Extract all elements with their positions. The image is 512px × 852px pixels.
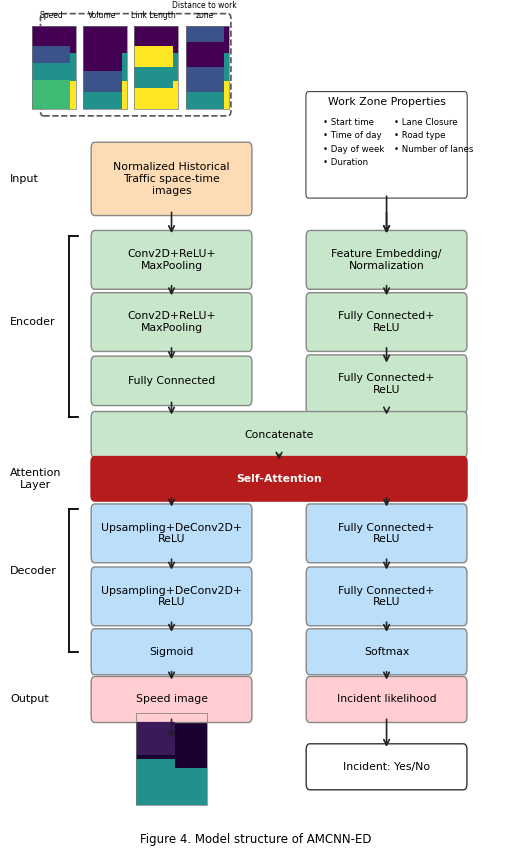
Text: Fully Connected+
ReLU: Fully Connected+ ReLU [338, 373, 435, 395]
Text: Incident: Yes/No: Incident: Yes/No [343, 762, 430, 772]
Bar [134, 26, 178, 109]
FancyBboxPatch shape [91, 457, 467, 501]
Text: Fully Connected+
ReLU: Fully Connected+ ReLU [338, 522, 435, 544]
Bar [186, 67, 224, 92]
FancyBboxPatch shape [91, 676, 252, 722]
Text: • Day of week: • Day of week [323, 145, 384, 154]
FancyBboxPatch shape [91, 412, 467, 458]
FancyBboxPatch shape [91, 292, 252, 351]
Bar [134, 67, 173, 89]
Bar [83, 26, 127, 109]
FancyBboxPatch shape [306, 567, 467, 625]
FancyBboxPatch shape [91, 629, 252, 675]
Text: Link Length: Link Length [131, 11, 176, 20]
Bar [134, 26, 173, 47]
Text: Feature Embedding/
Normalization: Feature Embedding/ Normalization [331, 249, 442, 271]
Bar [224, 26, 229, 54]
Bar [83, 72, 122, 92]
Text: Output: Output [10, 694, 49, 705]
Text: • Start time: • Start time [323, 118, 374, 127]
Text: • Lane Closure: • Lane Closure [394, 118, 458, 127]
Text: Encoder: Encoder [10, 317, 56, 327]
Bar [173, 81, 178, 109]
FancyBboxPatch shape [91, 142, 252, 216]
Text: Decoder: Decoder [10, 566, 57, 576]
FancyBboxPatch shape [306, 92, 467, 199]
Text: • Duration: • Duration [323, 158, 368, 168]
Bar [134, 89, 173, 109]
Bar [83, 26, 122, 47]
Text: Fully Connected+
ReLU: Fully Connected+ ReLU [338, 585, 435, 607]
Text: Conv2D+ReLU+
MaxPooling: Conv2D+ReLU+ MaxPooling [127, 249, 216, 271]
Bar [83, 92, 122, 109]
Bar [32, 80, 71, 109]
Text: Fully Connected: Fully Connected [128, 376, 215, 386]
Bar [71, 54, 76, 81]
FancyBboxPatch shape [306, 354, 467, 413]
Text: Input: Input [10, 174, 39, 184]
FancyBboxPatch shape [91, 504, 252, 563]
Bar [173, 26, 178, 54]
Bar [136, 713, 207, 769]
Bar [186, 26, 229, 109]
Bar [186, 43, 224, 67]
Text: Normalized Historical
Traffic space-time
images: Normalized Historical Traffic space-time… [113, 163, 230, 195]
Text: Upsampling+DeConv2D+
ReLU: Upsampling+DeConv2D+ ReLU [101, 522, 242, 544]
Bar [122, 26, 127, 54]
Text: Incident likelihood: Incident likelihood [337, 694, 436, 705]
FancyBboxPatch shape [91, 230, 252, 290]
Text: Sigmoid: Sigmoid [150, 647, 194, 657]
FancyBboxPatch shape [306, 292, 467, 351]
Bar [32, 47, 71, 63]
Text: Work Zone Properties: Work Zone Properties [328, 97, 445, 107]
Text: Speed image: Speed image [136, 694, 207, 705]
Text: Figure 4. Model structure of AMCNN-ED: Figure 4. Model structure of AMCNN-ED [140, 832, 372, 846]
Text: Attention
Layer: Attention Layer [10, 468, 62, 490]
FancyBboxPatch shape [306, 629, 467, 675]
Bar [134, 47, 173, 67]
Bar [224, 81, 229, 109]
Text: • Road type: • Road type [394, 131, 446, 141]
Text: Upsampling+DeConv2D+
ReLU: Upsampling+DeConv2D+ ReLU [101, 585, 242, 607]
Bar [122, 81, 127, 109]
FancyBboxPatch shape [91, 356, 252, 406]
Bar [136, 713, 207, 805]
Bar [173, 54, 178, 81]
Bar [136, 759, 175, 778]
Text: Conv2D+ReLU+
MaxPooling: Conv2D+ReLU+ MaxPooling [127, 311, 216, 333]
Text: • Time of day: • Time of day [323, 131, 381, 141]
FancyBboxPatch shape [40, 14, 231, 116]
Text: Concatenate: Concatenate [244, 429, 314, 440]
Text: Speed: Speed [39, 11, 63, 20]
Text: Volume: Volume [88, 11, 117, 20]
Text: • Number of lanes: • Number of lanes [394, 145, 474, 154]
Bar [224, 54, 229, 81]
Bar [122, 54, 127, 81]
Bar [136, 722, 175, 755]
FancyBboxPatch shape [306, 676, 467, 722]
FancyBboxPatch shape [306, 504, 467, 563]
FancyBboxPatch shape [91, 567, 252, 625]
Text: Softmax: Softmax [364, 647, 409, 657]
FancyBboxPatch shape [306, 230, 467, 290]
Bar [71, 81, 76, 109]
Bar [32, 63, 71, 80]
Bar [83, 47, 122, 72]
Text: Fully Connected+
ReLU: Fully Connected+ ReLU [338, 311, 435, 333]
Bar [71, 26, 76, 54]
Bar [32, 26, 76, 109]
Text: Self-Attention: Self-Attention [236, 474, 322, 484]
FancyBboxPatch shape [306, 744, 467, 790]
Bar [186, 92, 224, 109]
Text: Distance to work
zone: Distance to work zone [173, 1, 237, 20]
Bar [32, 26, 71, 47]
Bar [186, 26, 224, 43]
Bar [136, 769, 207, 805]
